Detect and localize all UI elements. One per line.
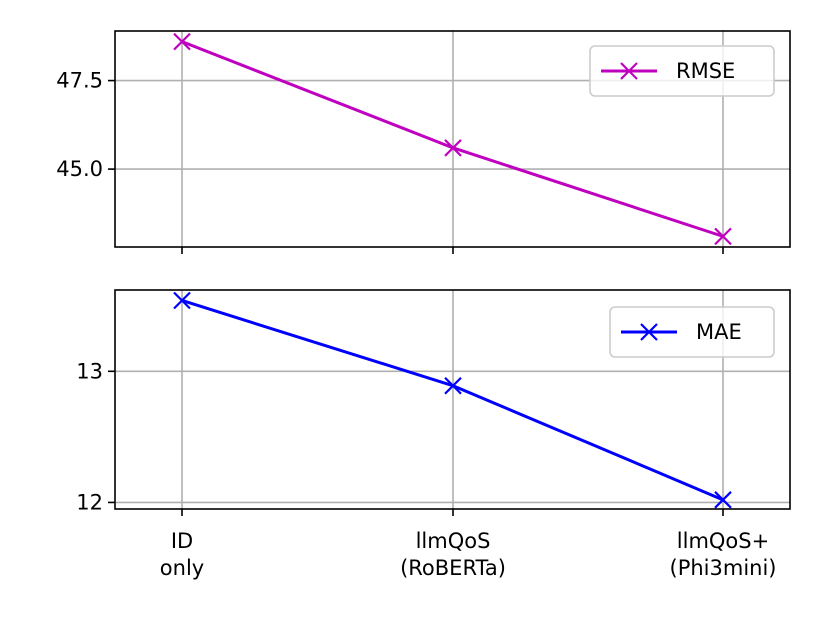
- legend: MAE: [609, 306, 775, 358]
- y-tick-label: 12: [76, 490, 103, 514]
- shared-x-axis: ID only llmQoS (RoBERTa) llmQoS+ (Phi3mini): [160, 529, 777, 580]
- data-point-mae: [173, 291, 191, 310]
- legend: RMSE: [589, 45, 775, 97]
- y-tick-label: 45.0: [56, 157, 103, 181]
- plot-frame: [114, 289, 791, 510]
- plot-frame: [114, 30, 791, 248]
- data-point-rmse: [714, 227, 732, 246]
- y-tick-label: 47.5: [56, 69, 103, 93]
- x-tick-label: llmQoS+ (Phi3mini): [670, 529, 777, 580]
- legend-box: [589, 45, 775, 97]
- data-point-rmse: [173, 32, 191, 51]
- y-tick-label: 13: [76, 359, 103, 383]
- legend-label: MAE: [696, 320, 742, 344]
- legend-label: RMSE: [676, 59, 735, 83]
- x-tick-label: ID only: [160, 529, 204, 580]
- legend-box: [609, 306, 775, 358]
- data-point-mae: [714, 491, 732, 509]
- mae-panel: 12 13 MAE: [76, 289, 791, 516]
- data-point-mae: [444, 376, 462, 395]
- x-tick-label: llmQoS (RoBERTa): [400, 529, 506, 580]
- data-point-rmse: [444, 139, 462, 157]
- rmse-panel: 45.0 47.5 RMSE: [56, 30, 791, 254]
